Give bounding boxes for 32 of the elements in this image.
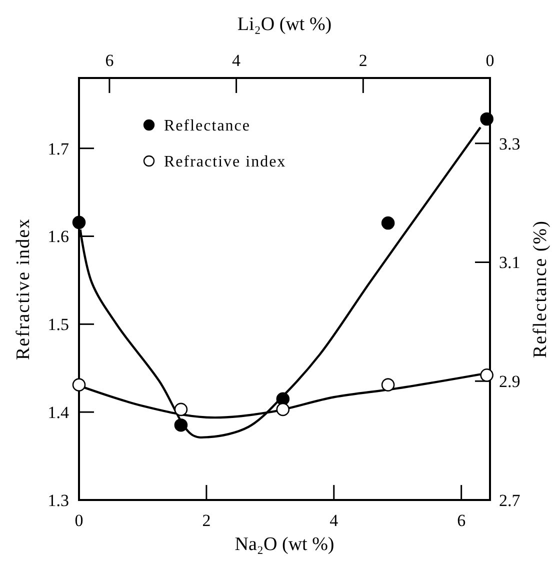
y2-tick-label: 2.7 [499, 490, 521, 510]
x-tick-label: 4 [330, 511, 339, 530]
x-tick-label: 0 [74, 511, 84, 530]
x2-axis-title: Li₂O (wt %) [237, 14, 332, 35]
point [174, 418, 188, 432]
y-tick-label: 1.3 [48, 490, 69, 510]
point [480, 112, 494, 126]
y-tick-label: 1.6 [48, 227, 69, 246]
y2-tick-label: 3.3 [499, 134, 520, 154]
x-axis-title: Na₂O (wt %) [234, 534, 334, 555]
point [174, 402, 188, 416]
legend-label: Refractive index [164, 154, 286, 171]
y2-tick-label: 2.9 [499, 372, 520, 392]
x-tick-label: 2 [202, 511, 211, 530]
x-tick-label: 6 [457, 511, 466, 530]
y-tick-label: 1.5 [48, 315, 69, 334]
point [72, 378, 86, 392]
point [276, 402, 290, 416]
x2-tick-label: 2 [358, 51, 368, 70]
y2-tick-label: 3.1 [499, 253, 520, 272]
point [480, 368, 494, 382]
point [381, 378, 395, 392]
y-axis-title: Refractive index [13, 218, 34, 360]
y-tick-label: 1.4 [48, 403, 70, 422]
point [381, 216, 395, 230]
legend-label: Reflectance [164, 118, 250, 135]
y2-axis-title: Reflectance (%) [530, 220, 551, 358]
x2-tick-label: 6 [105, 51, 114, 70]
x2-tick-label: 0 [486, 51, 494, 70]
point [72, 216, 86, 230]
x2-tick-label: 4 [232, 51, 242, 70]
y-tick-label: 1.7 [48, 139, 70, 158]
